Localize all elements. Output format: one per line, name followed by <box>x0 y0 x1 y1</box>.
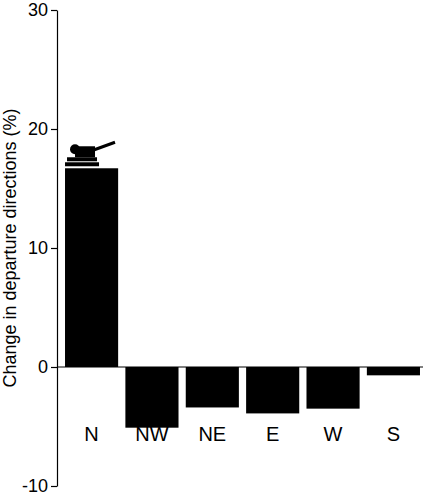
y-tick-label: 30 <box>28 0 48 20</box>
y-axis-title: Change in departure directions (%) <box>0 108 20 387</box>
y-tick-label: 20 <box>28 119 48 139</box>
x-tick: NE <box>198 423 226 445</box>
y-tick: 30 <box>28 0 57 20</box>
y-tick: 20 <box>28 119 57 139</box>
bar <box>65 168 118 367</box>
x-tick-label: E <box>266 423 279 445</box>
y-tick-mark <box>51 486 57 487</box>
x-tick-label: NE <box>198 423 226 445</box>
bar <box>367 367 420 375</box>
bar <box>246 367 299 413</box>
y-tick-mark <box>51 10 57 11</box>
x-axis: N NW NE E W S <box>84 423 400 445</box>
y-tick-label: -10 <box>22 476 48 496</box>
y-axis-line <box>57 11 58 487</box>
x-tick-label: W <box>324 423 343 445</box>
y-tick-mark <box>51 129 57 130</box>
zero-line <box>57 366 423 367</box>
y-tick: -10 <box>22 476 57 496</box>
x-tick: NW <box>135 423 168 445</box>
bars <box>65 168 420 427</box>
icon-arm <box>93 142 115 150</box>
x-tick: E <box>266 423 279 445</box>
chart: -10 0 10 20 30 N NW NE E W S Change in departure di… <box>0 0 435 500</box>
y-tick-label: 0 <box>38 357 48 377</box>
bar <box>125 367 178 428</box>
y-tick: 0 <box>38 357 57 377</box>
icon-cab <box>70 144 80 154</box>
y-axis: -10 0 10 20 30 <box>22 0 58 496</box>
x-tick: W <box>324 423 343 445</box>
machine-icon <box>65 142 115 166</box>
icon-track <box>65 162 99 166</box>
y-tick-mark <box>51 367 57 368</box>
icon-base <box>67 157 97 161</box>
y-tick-mark <box>51 248 57 249</box>
x-tick-label: N <box>84 423 98 445</box>
bar <box>306 367 359 409</box>
x-tick: S <box>387 423 400 445</box>
bar <box>186 367 239 407</box>
y-tick-label: 10 <box>28 238 48 258</box>
x-tick: N <box>84 423 98 445</box>
x-tick-label: S <box>387 423 400 445</box>
x-tick-label: NW <box>135 423 168 445</box>
y-tick: 10 <box>28 238 57 258</box>
